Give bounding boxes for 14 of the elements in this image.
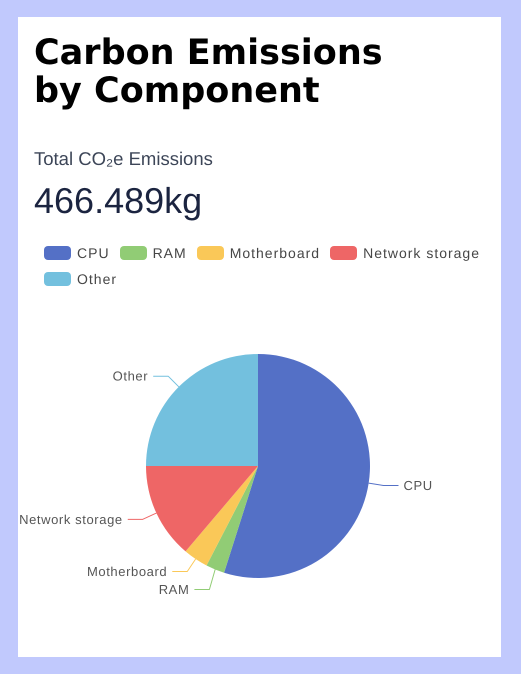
text: 466.489kg — [34, 180, 202, 222]
legend-label: Other — [77, 270, 118, 286]
chart-title: Carbon Emissions by Component — [34, 33, 384, 111]
slice-label: Other — [112, 368, 148, 384]
slice-label: RAM — [158, 582, 190, 598]
slice-label: Motherboard — [86, 564, 168, 580]
slice-label: Network storage — [19, 512, 123, 527]
legend-label: Motherboard — [230, 244, 320, 260]
chart-subtitle: Total CO₂e Emissions — [34, 148, 213, 170]
pie-slice — [146, 354, 258, 466]
legend-label: RAM — [152, 244, 187, 260]
slice-label: CPU — [404, 478, 433, 494]
legend-label: Network storage — [363, 244, 480, 260]
legend-label: CPU — [77, 244, 110, 260]
